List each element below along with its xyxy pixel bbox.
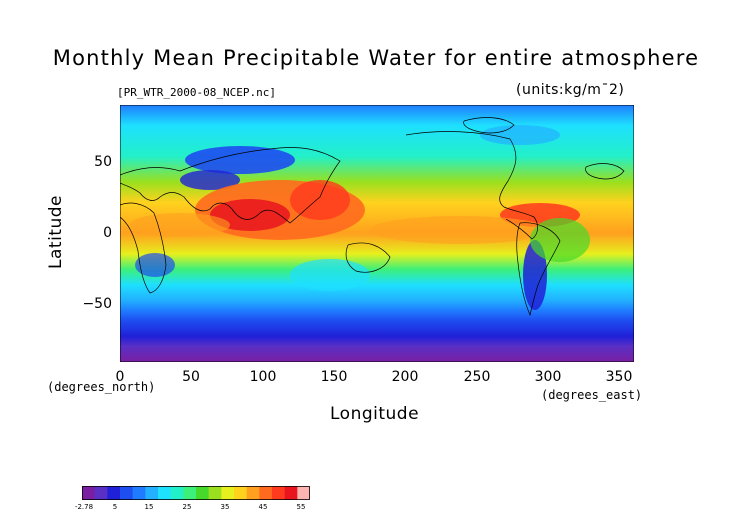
colorbar-label: 35 — [220, 503, 230, 511]
colorbar-label: 5 — [112, 503, 118, 511]
colorbar-swatch — [107, 486, 121, 500]
colorbar-swatch — [246, 486, 260, 500]
colorbar-swatch — [183, 486, 197, 500]
moisture-patches — [130, 125, 590, 310]
y-tick-label: −50 — [82, 296, 112, 312]
coastlines — [120, 117, 625, 317]
y-tick-label: 50 — [94, 154, 112, 170]
colorbar-swatch — [120, 486, 133, 500]
colorbar-swatch — [94, 486, 108, 500]
colorbar-swatch — [170, 486, 184, 500]
colorbar-swatch — [284, 486, 298, 500]
colorbar — [82, 486, 310, 500]
x-axis-label: Longitude — [330, 404, 420, 424]
colorbar-swatch — [208, 486, 222, 500]
x-tick-label: 250 — [463, 369, 491, 385]
colorbar-label: 55 — [296, 503, 306, 511]
colorbar-label: 15 — [144, 503, 154, 511]
x-tick-label: 200 — [391, 369, 419, 385]
colorbar-label: 45 — [258, 503, 268, 511]
colorbar-swatch — [221, 486, 235, 500]
x-tick-label: 0 — [115, 369, 125, 385]
colorbar-swatch — [196, 486, 209, 500]
colorbar-swatch — [234, 486, 247, 500]
colorbar-swatch — [158, 486, 171, 500]
colorbar-label: -2.78 — [74, 503, 94, 511]
chart-title: Monthly Mean Precipitable Water for enti… — [52, 46, 700, 70]
colorbar-swatch — [145, 486, 159, 500]
colorbar-frame — [82, 486, 310, 500]
x-tick-label: 350 — [605, 369, 633, 385]
x-unit-right: (degrees_east) — [541, 388, 643, 402]
colorbar-swatch — [82, 486, 95, 500]
colorbar-label: 25 — [182, 503, 192, 511]
units-label: (units:kg/m¯2) — [516, 82, 625, 98]
colorbar-swatch — [297, 486, 310, 500]
precipitable-water-map — [120, 105, 634, 362]
x-tick-label: 150 — [320, 369, 348, 385]
x-tick-label: 100 — [249, 369, 277, 385]
x-unit-left: (degrees_north) — [47, 380, 156, 394]
colorbar-swatch — [259, 486, 273, 500]
file-label: [PR_WTR_2000-08_NCEP.nc] — [117, 86, 276, 99]
y-axis-label: Latitude — [46, 195, 66, 269]
colorbar-swatch — [272, 486, 285, 500]
x-tick-label: 50 — [182, 369, 200, 385]
x-tick-label: 300 — [534, 369, 562, 385]
y-tick-label: 0 — [103, 225, 112, 241]
colorbar-swatch — [132, 486, 146, 500]
